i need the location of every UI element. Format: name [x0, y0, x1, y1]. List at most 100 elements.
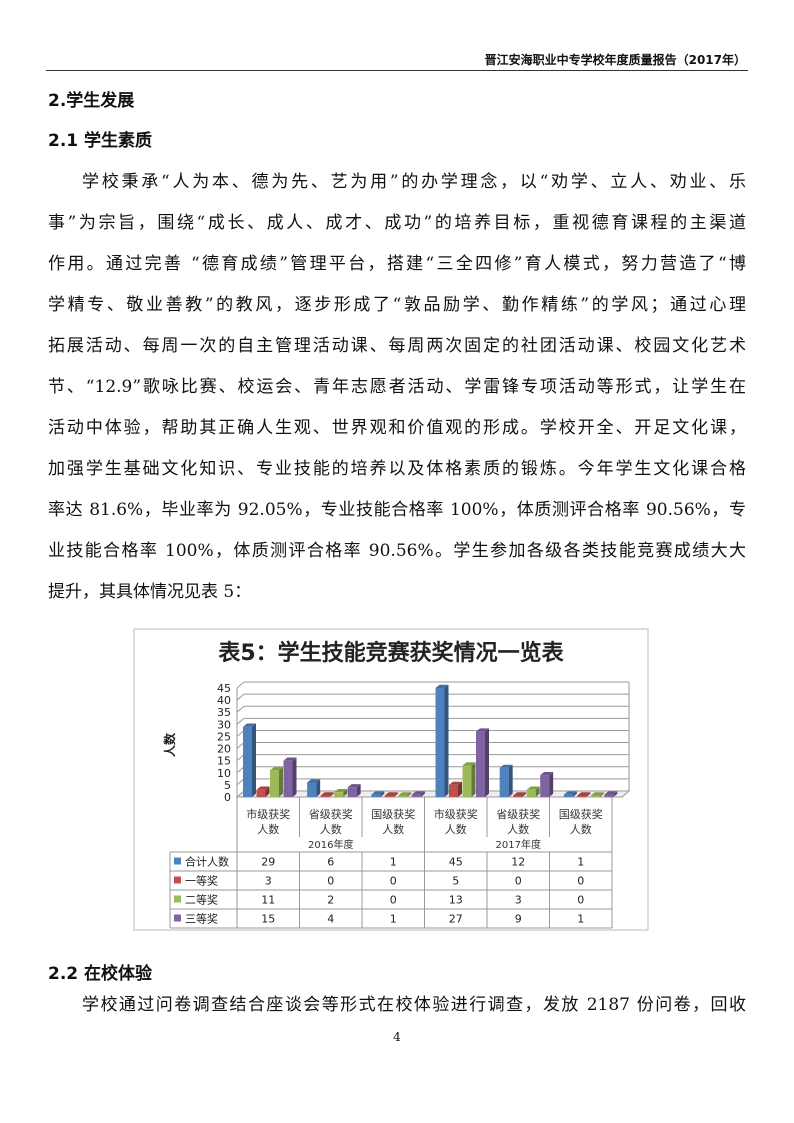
data-label: 1: [390, 856, 397, 869]
y-tick-label: 25: [217, 730, 231, 743]
data-label: 1: [577, 913, 584, 926]
legend-swatch: [174, 914, 181, 922]
bar-top: [320, 792, 334, 796]
text-line: 活动中体验，帮助其正确人生观、世界观和价值观的形成。学校开全、开足文化课，: [48, 418, 746, 438]
bar: [347, 787, 357, 797]
bar: [256, 789, 266, 797]
legend-label: 二等奖: [185, 893, 218, 907]
data-label: 0: [577, 894, 584, 907]
category-label: 人数: [382, 823, 404, 836]
category-label: 人数: [257, 823, 279, 836]
bar: [334, 792, 344, 797]
category-label: 省级获奖: [496, 807, 540, 821]
bar-side: [420, 791, 425, 797]
bar-side: [613, 791, 618, 797]
bar: [435, 688, 445, 797]
data-label: 3: [515, 894, 522, 907]
bar: [499, 767, 509, 797]
text-line: 业技能合格率 100%，体质测评合格率 90.56%。学生参加各级各类技能竞赛成…: [48, 541, 746, 561]
bar-side: [252, 723, 256, 797]
data-label: 0: [390, 894, 397, 907]
bar: [270, 770, 279, 797]
bar: [243, 726, 252, 797]
bar-top: [334, 788, 348, 793]
gridline-depth: [236, 693, 245, 701]
text-line: 学校秉承“人为本、德为先、艺为用”的办学理念，以“劝学、立人、劝业、乐: [82, 172, 746, 192]
bar: [563, 794, 573, 797]
category-label: 市级获奖: [246, 807, 290, 821]
text-line: 提升，其具体情况见表 5：: [48, 582, 252, 602]
bar: [604, 794, 614, 797]
bar: [526, 789, 536, 797]
data-label: 29: [261, 856, 275, 869]
text-line: 拓展活动、每周一次的自主管理活动课、每周两次固定的社团活动课、校园文化艺术: [48, 336, 746, 356]
group-label: 2017年度: [496, 838, 541, 851]
text-line: 加强学生基础文化知识、专业技能的培养以及体格素质的锻炼。今年学生文化课合格: [48, 459, 746, 479]
y-tick-label: 45: [217, 682, 231, 695]
bar-top: [513, 792, 527, 796]
bar: [384, 795, 394, 797]
data-label: 11: [261, 894, 275, 907]
data-label: 6: [327, 856, 334, 869]
category-label: 省级获奖: [309, 807, 353, 821]
bar-top: [283, 757, 297, 761]
legend-swatch: [174, 857, 181, 865]
bar-top: [256, 786, 270, 790]
bar: [462, 765, 472, 797]
data-label: 0: [390, 875, 397, 888]
bar-top: [347, 784, 361, 788]
bar-side: [329, 792, 334, 797]
legend-label: 合计人数: [185, 855, 229, 869]
paragraph-campus-experience: 学校通过问卷调查结合座谈会等形式在校体验进行调查，发放 2187 份问卷，回收: [48, 985, 746, 1026]
bar-top: [270, 767, 283, 771]
bar-side: [356, 784, 361, 797]
bar: [398, 795, 408, 797]
data-label: 45: [449, 856, 463, 869]
data-label: 0: [577, 875, 584, 888]
bar-top: [243, 723, 256, 727]
bar: [476, 731, 485, 797]
bar-side: [599, 792, 604, 797]
bar-top: [462, 762, 476, 766]
gridline-depth: [236, 717, 245, 725]
y-tick-label: 40: [217, 694, 231, 707]
bar-side: [572, 791, 577, 797]
category-label: 国级获奖: [559, 807, 603, 821]
data-label: 12: [511, 856, 525, 869]
y-tick-label: 15: [217, 755, 231, 768]
chart-title: 表5：学生技能竞赛获奖情况一览表: [218, 640, 564, 666]
data-label: 15: [261, 913, 275, 926]
text-line: 节、“12.9”歌咏比赛、校运会、青年志愿者活动、学雷锋专项活动等形式，让学生在: [48, 377, 746, 397]
y-tick-label: 5: [224, 779, 231, 792]
gridline-depth: [236, 754, 245, 762]
bar-top: [563, 791, 577, 795]
legend-label: 三等奖: [185, 912, 218, 926]
gridline-depth: [236, 681, 245, 689]
y-tick-label: 20: [217, 743, 231, 756]
category-label: 人数: [507, 823, 529, 836]
text-line: 事”为宗旨，围绕“成长、成人、成才、成功”的培养目标，重视德育课程的主渠道: [48, 213, 746, 233]
bar: [411, 794, 421, 797]
gridline-depth: [236, 778, 245, 786]
section-title: 2.学生发展: [48, 91, 135, 111]
bar-top: [384, 792, 398, 796]
category-label: 人数: [570, 823, 592, 836]
category-label: 人数: [320, 823, 342, 836]
bar-top: [499, 764, 513, 768]
bar-top: [476, 728, 489, 732]
bar-side: [586, 792, 591, 797]
text-line: 率达 81.6%，毕业率为 92.05%，专业技能合格率 100%，体质测评合格…: [48, 500, 746, 520]
bar-side: [471, 762, 476, 797]
data-label: 1: [390, 913, 397, 926]
text-line: 学精专、敬业善教”的教风，逐步形成了“敦品励学、勤作精练”的学风；通过心理: [48, 295, 746, 315]
data-label: 0: [327, 875, 334, 888]
bar-top: [435, 684, 449, 688]
gridline-depth: [236, 705, 245, 713]
bar-side: [380, 791, 385, 797]
bar-side: [444, 684, 449, 797]
bar-top: [604, 791, 618, 795]
bar-top: [398, 792, 412, 796]
bar-top: [577, 792, 591, 796]
bar: [577, 795, 587, 797]
running-header: 晋江安海职业中专学校年度质量报告（2017年）: [484, 53, 746, 67]
